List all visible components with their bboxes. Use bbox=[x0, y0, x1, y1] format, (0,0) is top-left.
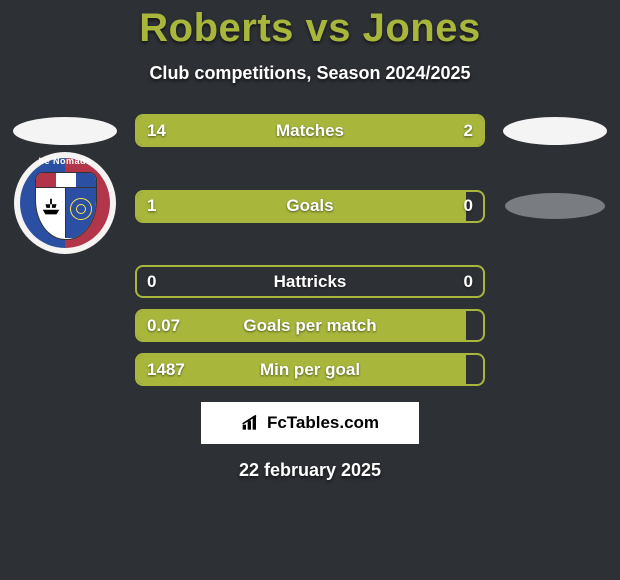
club-badge-icon: he Nomads bbox=[14, 152, 116, 254]
page-title: Roberts vs Jones bbox=[0, 0, 620, 51]
stat-label: Goals per match bbox=[137, 311, 483, 340]
double-ring-icon bbox=[70, 198, 92, 220]
stat-value-right: 0 bbox=[464, 267, 473, 296]
avatar-ellipse-icon bbox=[503, 117, 607, 145]
date-text: 22 february 2025 bbox=[0, 460, 620, 481]
badge-ring-text: he Nomads bbox=[14, 156, 116, 166]
stat-value-right: 0 bbox=[464, 192, 473, 221]
badge-shield-icon bbox=[35, 172, 97, 240]
stat-label: Hattricks bbox=[137, 267, 483, 296]
attribution-text: FcTables.com bbox=[267, 413, 379, 433]
stat-row: 14 Matches 2 bbox=[0, 114, 620, 147]
stat-bar: 1 Goals 0 bbox=[135, 190, 485, 223]
avatar-ellipse-icon bbox=[13, 117, 117, 145]
stat-row: 0 Hattricks 0 bbox=[0, 265, 620, 298]
stat-bar: 0 Hattricks 0 bbox=[135, 265, 485, 298]
bars-icon bbox=[241, 413, 261, 433]
stat-row: 1487 Min per goal bbox=[0, 353, 620, 386]
stats-section: 14 Matches 2 he Nomads bbox=[0, 114, 620, 386]
stat-bar: 14 Matches 2 bbox=[135, 114, 485, 147]
player-right-second-slot bbox=[490, 193, 620, 219]
attribution-box: FcTables.com bbox=[201, 402, 419, 444]
player-left-avatar-slot bbox=[0, 117, 130, 145]
stat-bar: 1487 Min per goal bbox=[135, 353, 485, 386]
subtitle: Club competitions, Season 2024/2025 bbox=[0, 63, 620, 84]
stat-label: Goals bbox=[137, 192, 483, 221]
avatar-ellipse-icon bbox=[505, 193, 605, 219]
player-left-badge-slot: he Nomads bbox=[0, 158, 130, 254]
stat-bar: 0.07 Goals per match bbox=[135, 309, 485, 342]
stat-label: Min per goal bbox=[137, 355, 483, 384]
stat-label: Matches bbox=[137, 116, 483, 145]
stat-row: he Nomads bbox=[0, 158, 620, 254]
stat-value-right: 2 bbox=[464, 116, 473, 145]
comparison-infographic: Roberts vs Jones Club competitions, Seas… bbox=[0, 0, 620, 580]
ship-icon bbox=[40, 196, 62, 222]
player-right-avatar-slot bbox=[490, 117, 620, 145]
stat-row: 0.07 Goals per match bbox=[0, 309, 620, 342]
